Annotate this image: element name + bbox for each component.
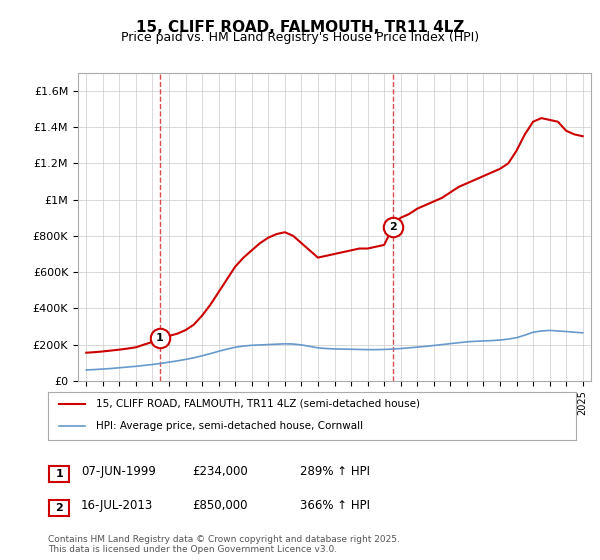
Text: 1: 1 — [55, 469, 63, 479]
Text: Contains HM Land Registry data © Crown copyright and database right 2025.
This d: Contains HM Land Registry data © Crown c… — [48, 535, 400, 554]
Text: 289% ↑ HPI: 289% ↑ HPI — [300, 465, 370, 478]
Text: £850,000: £850,000 — [192, 498, 248, 512]
Text: 15, CLIFF ROAD, FALMOUTH, TR11 4LZ: 15, CLIFF ROAD, FALMOUTH, TR11 4LZ — [136, 20, 464, 35]
Text: 16-JUL-2013: 16-JUL-2013 — [81, 498, 153, 512]
Text: 15, CLIFF ROAD, FALMOUTH, TR11 4LZ (semi-detached house): 15, CLIFF ROAD, FALMOUTH, TR11 4LZ (semi… — [95, 399, 419, 409]
Text: 1: 1 — [156, 333, 164, 343]
Text: 07-JUN-1999: 07-JUN-1999 — [81, 465, 156, 478]
Text: HPI: Average price, semi-detached house, Cornwall: HPI: Average price, semi-detached house,… — [95, 421, 362, 431]
Text: 2: 2 — [55, 503, 63, 513]
Text: 2: 2 — [389, 222, 397, 232]
Text: £234,000: £234,000 — [192, 465, 248, 478]
Text: 366% ↑ HPI: 366% ↑ HPI — [300, 498, 370, 512]
Text: Price paid vs. HM Land Registry's House Price Index (HPI): Price paid vs. HM Land Registry's House … — [121, 31, 479, 44]
